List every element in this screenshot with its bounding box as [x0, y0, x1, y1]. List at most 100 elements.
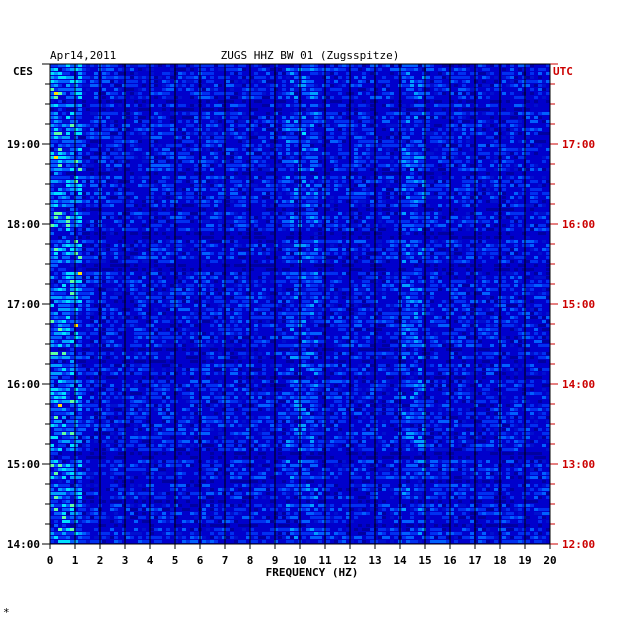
spectrogram-cell: [294, 76, 298, 79]
spectrogram-cell: [182, 104, 186, 107]
spectrogram-cell: [306, 152, 310, 155]
spectrogram-cell: [342, 112, 346, 115]
spectrogram-cell: [186, 132, 190, 135]
spectrogram-cell: [66, 72, 70, 75]
spectrogram-cell: [54, 252, 58, 255]
spectrogram-cell: [330, 72, 334, 75]
spectrogram-cell: [214, 96, 218, 99]
spectrogram-cell: [150, 268, 154, 271]
spectrogram-cell: [86, 160, 90, 163]
spectrogram-cell: [538, 280, 542, 283]
spectrogram-cell: [494, 152, 498, 155]
spectrogram-cell: [78, 308, 82, 311]
spectrogram-cell: [342, 228, 346, 231]
spectrogram-cell: [318, 232, 322, 235]
spectrogram-cell: [218, 92, 222, 95]
spectrogram-cell: [450, 260, 454, 263]
spectrogram-cell: [138, 132, 142, 135]
spectrogram-cell: [530, 244, 534, 247]
spectrogram-cell: [154, 300, 158, 303]
spectrogram-cell: [78, 80, 82, 83]
spectrogram-cell: [306, 140, 310, 143]
spectrogram-cell: [102, 292, 106, 295]
spectrogram-cell: [138, 300, 142, 303]
spectrogram-cell: [114, 80, 118, 83]
spectrogram-cell: [158, 112, 162, 115]
spectrogram-cell: [546, 100, 550, 103]
spectrogram-cell: [78, 212, 82, 215]
spectrogram-cell: [462, 196, 466, 199]
spectrogram-cell: [526, 64, 530, 67]
spectrogram-cell: [546, 300, 550, 303]
spectrogram-cell: [194, 172, 198, 175]
spectrogram-cell: [538, 132, 542, 135]
spectrogram-cell: [74, 84, 78, 87]
spectrogram-cell: [234, 120, 238, 123]
spectrogram-cell: [310, 208, 314, 211]
spectrogram-cell: [282, 128, 286, 131]
spectrogram-cell: [70, 128, 74, 131]
spectrogram-cell: [310, 96, 314, 99]
spectrogram-cell: [58, 196, 62, 199]
spectrogram-cell: [258, 88, 262, 91]
spectrogram-cell: [450, 248, 454, 251]
spectrogram-cell: [250, 296, 254, 299]
spectrogram-cell: [70, 296, 74, 299]
spectrogram-cell: [378, 276, 382, 279]
spectrogram-cell: [290, 112, 294, 115]
spectrogram-cell: [438, 168, 442, 171]
spectrogram-cell: [118, 216, 122, 219]
spectrogram-cell: [434, 192, 438, 195]
spectrogram-cell: [222, 284, 226, 287]
spectrogram-cell: [230, 236, 234, 239]
spectrogram-cell: [74, 256, 78, 259]
spectrogram-cell: [174, 136, 178, 139]
spectrogram-cell: [522, 68, 526, 71]
spectrogram-cell: [206, 300, 210, 303]
spectrogram-cell: [334, 300, 338, 303]
spectrogram-cell: [350, 232, 354, 235]
spectrogram-cell: [214, 296, 218, 299]
spectrogram-cell: [430, 136, 434, 139]
spectrogram-cell: [58, 212, 62, 215]
spectrogram-cell: [518, 276, 522, 279]
spectrogram-cell: [530, 88, 534, 91]
spectrogram-cell: [414, 180, 418, 183]
spectrogram-cell: [90, 288, 94, 291]
spectrogram-cell: [314, 184, 318, 187]
spectrogram-cell: [466, 168, 470, 171]
spectrogram-cell: [294, 160, 298, 163]
spectrogram-cell: [470, 172, 474, 175]
spectrogram-cell: [94, 268, 98, 271]
spectrogram-cell: [290, 168, 294, 171]
spectrogram-cell: [270, 232, 274, 235]
spectrogram-cell: [518, 184, 522, 187]
spectrogram-cell: [370, 228, 374, 231]
spectrogram-cell: [514, 132, 518, 135]
spectrogram-cell: [294, 136, 298, 139]
spectrogram-cell: [358, 88, 362, 91]
spectrogram-cell: [154, 164, 158, 167]
spectrogram-cell: [334, 216, 338, 219]
spectrogram-cell: [402, 224, 406, 227]
spectrogram-cell: [390, 188, 394, 191]
spectrogram-cell: [434, 132, 438, 135]
spectrogram-cell: [334, 68, 338, 71]
spectrogram-cell: [318, 68, 322, 71]
spectrogram-cell: [234, 84, 238, 87]
spectrogram-cell: [142, 236, 146, 239]
spectrogram-cell: [342, 184, 346, 187]
spectrogram-cell: [322, 188, 326, 191]
spectrogram-cell: [386, 120, 390, 123]
spectrogram-cell: [438, 260, 442, 263]
spectrogram-cell: [506, 164, 510, 167]
spectrogram-cell: [130, 144, 134, 147]
spectrogram-cell: [470, 248, 474, 251]
spectrogram-cell: [78, 276, 82, 279]
spectrogram-cell: [294, 120, 298, 123]
spectrogram-cell: [418, 216, 422, 219]
spectrogram-cell: [354, 300, 358, 303]
spectrogram-cell: [514, 220, 518, 223]
spectrogram-cell: [234, 276, 238, 279]
spectrogram-cell: [350, 196, 354, 199]
